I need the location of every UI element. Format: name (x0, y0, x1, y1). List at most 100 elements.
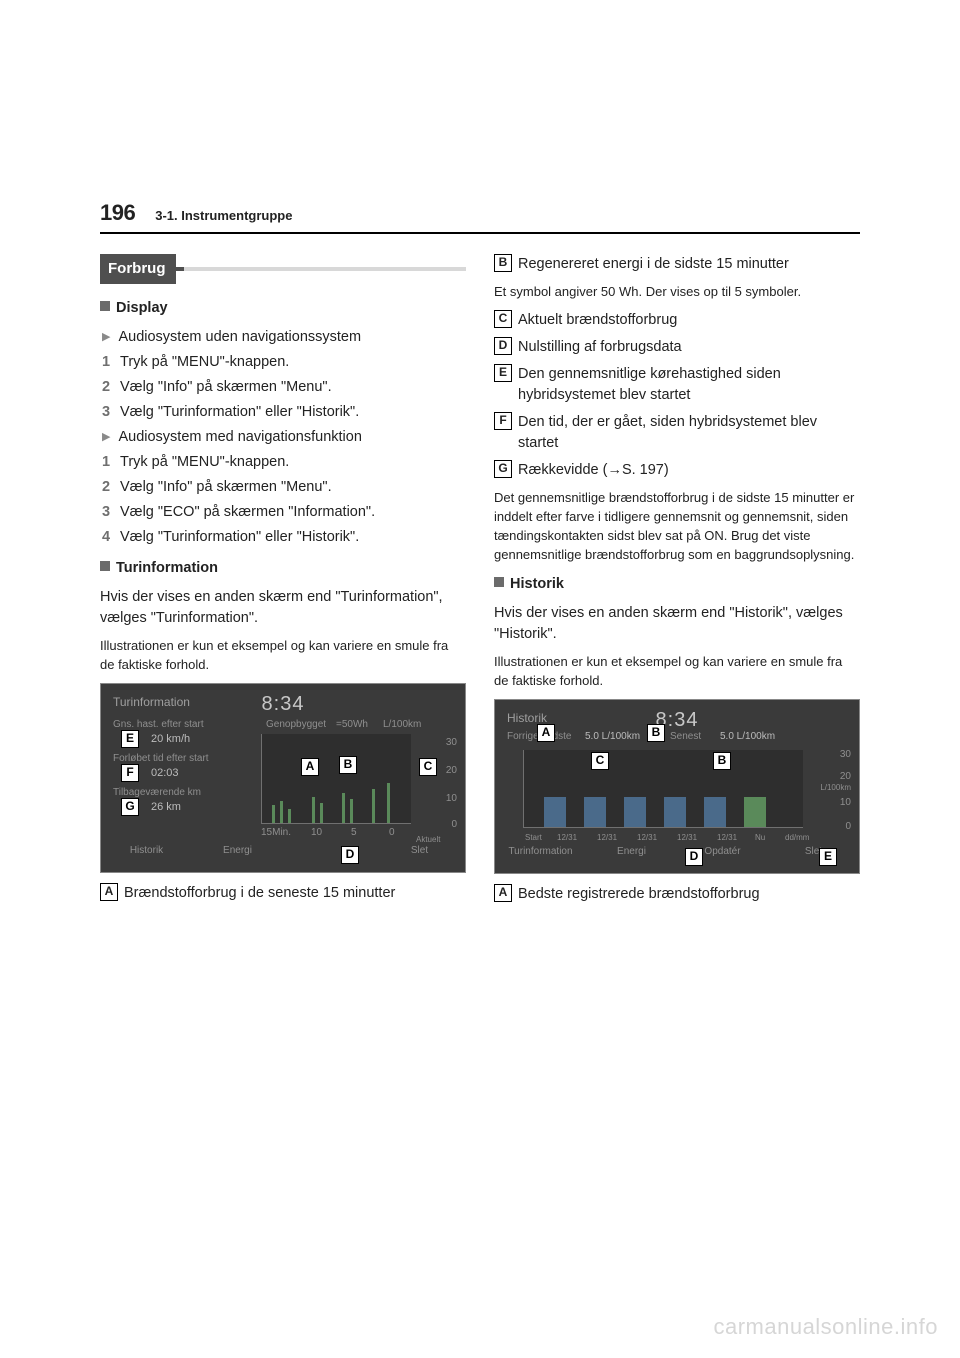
callout-box: A (100, 883, 118, 901)
callout-box: D (494, 337, 512, 355)
watermark: carmanualsonline.info (713, 1314, 938, 1340)
history-screenshot: Historik 8:34 Forrige bedste 5.0 L/100km… (494, 699, 860, 874)
ss-clock: 8:34 (262, 690, 305, 719)
square-icon (494, 577, 504, 587)
bar-chart (261, 734, 411, 824)
subheading-historik: Historik (494, 574, 860, 595)
callout-label: F (121, 764, 139, 782)
triangle-icon: ▶ (102, 330, 110, 348)
callout-item: A Bedste registrerede brændstofforbrug (494, 884, 860, 905)
step-number: 4 (102, 527, 120, 548)
ss-xtick: 0 (389, 826, 395, 841)
note-text: Illustrationen er kun et eksempel og kan… (100, 637, 466, 675)
step-item: 3Vælg "Turinformation" eller "Historik". (102, 402, 466, 423)
step-item: 1Tryk på "MENU"-knappen. (102, 352, 466, 373)
callout-label: B (647, 724, 665, 742)
step-number: 2 (102, 377, 120, 398)
ss-xtick: 12/31 (677, 832, 697, 844)
callout-label: G (121, 798, 139, 816)
callout-text: Den gennemsnitlige kørehastighed siden h… (518, 364, 860, 406)
callout-item: C Aktuelt brændstofforbrug (494, 310, 860, 331)
ss-xtick: 10 (311, 826, 322, 841)
ss-unit: L/100km (820, 782, 851, 794)
note-text: Illustrationen er kun et eksempel og kan… (494, 653, 860, 691)
bar-chart (523, 750, 803, 828)
callout-text: Nulstilling af forbrugsdata (518, 337, 860, 358)
callout-text: Aktuelt brændstofforbrug (518, 310, 860, 331)
section-label: 3-1. Instrumentgruppe (155, 208, 292, 223)
ss-button: Energi (192, 844, 283, 864)
note-text: Det gennemsnitlige brændstofforbrug i de… (494, 489, 860, 564)
callout-box: A (494, 884, 512, 902)
ss-value: 5.0 L/100km (720, 730, 775, 745)
ss-ytick: 30 (446, 736, 457, 751)
ss-ytick: 10 (840, 796, 851, 811)
ss-ytick: 0 (451, 818, 457, 833)
ss-xtick: 15Min. (261, 826, 291, 841)
ss-button: Historik (101, 844, 192, 864)
callout-label: C (419, 758, 437, 776)
paragraph: Hvis der vises en anden skærm end "Turin… (100, 587, 466, 629)
ss-xtick: 12/31 (597, 832, 617, 844)
ss-unit: L/100km (383, 718, 421, 733)
section-bar-tail (176, 267, 467, 271)
page-number: 196 (100, 200, 135, 226)
page-header: 196 3-1. Instrumentgruppe (100, 200, 860, 234)
bullet-item: ▶ Audiosystem uden navigationssystem (102, 327, 466, 348)
ss-bottom-buttons: Historik Energi Slet (101, 844, 465, 864)
ss-value: 20 km/h (151, 732, 190, 748)
ss-button: Turinformation (495, 845, 586, 865)
callout-text: Regenereret energi i de sidste 15 minutt… (518, 254, 860, 275)
ss-label: Senest (670, 730, 701, 745)
manual-page: 196 3-1. Instrumentgruppe Forbrug Displa… (0, 0, 960, 1358)
triangle-icon: ▶ (102, 430, 110, 448)
subheading-display: Display (100, 298, 466, 319)
section-title: Forbrug (100, 254, 176, 284)
step-text: Vælg "Info" på skærmen "Menu". (120, 377, 332, 398)
ss-value: 5.0 L/100km (585, 730, 640, 745)
callout-text: Bedste registrerede brændstofforbrug (518, 884, 860, 905)
ss-xtick: Start (525, 832, 542, 844)
ss-xtick: Nu (755, 832, 765, 844)
step-text: Vælg "Turinformation" eller "Historik". (120, 402, 359, 423)
square-icon (100, 561, 110, 571)
callout-item: D Nulstilling af forbrugsdata (494, 337, 860, 358)
ss-ytick: 20 (446, 764, 457, 779)
ss-value: 26 km (151, 800, 181, 816)
subheading-text: Historik (510, 576, 564, 592)
callout-text: Brændstofforbrug i de seneste 15 minutte… (124, 883, 466, 904)
callout-item: A Brændstofforbrug i de seneste 15 minut… (100, 883, 466, 904)
bullet-item: ▶ Audiosystem med navigationsfunktion (102, 427, 466, 448)
bullet-text: Audiosystem med navigationsfunktion (118, 427, 361, 448)
ss-button: Energi (586, 845, 677, 865)
callout-label: C (591, 752, 609, 770)
ss-ytick: 10 (446, 792, 457, 807)
bullet-text: Audiosystem uden navigationssystem (118, 327, 361, 348)
callout-item: B Regenereret energi i de sidste 15 minu… (494, 254, 860, 275)
ss-button: Slet (768, 845, 859, 865)
callout-label: E (819, 848, 837, 866)
subheading-turinfo: Turinformation (100, 558, 466, 579)
callout-label: E (121, 730, 139, 748)
square-icon (100, 301, 110, 311)
step-text: Vælg "Turinformation" eller "Historik". (120, 527, 359, 548)
callout-label: A (301, 758, 319, 776)
section-bar: Forbrug (100, 254, 466, 284)
ss-xtick: 12/31 (717, 832, 737, 844)
callout-box: F (494, 412, 512, 430)
callout-box: C (494, 310, 512, 328)
ss-xtick: 12/31 (557, 832, 577, 844)
ss-button: Slet (374, 844, 465, 864)
callout-box: G (494, 460, 512, 478)
ss-title: Turinformation (113, 694, 190, 711)
subheading-text: Turinformation (116, 560, 218, 576)
right-column: B Regenereret energi i de sidste 15 minu… (494, 248, 860, 911)
ss-regen-label: Genopbygget (266, 718, 326, 733)
step-item: 1Tryk på "MENU"-knappen. (102, 452, 466, 473)
paragraph: Hvis der vises en anden skærm end "Histo… (494, 603, 860, 645)
ss-xtick: 12/31 (637, 832, 657, 844)
callout-label: A (537, 724, 555, 742)
callout-item: F Den tid, der er gået, siden hybridsyst… (494, 412, 860, 454)
ss-ytick: 30 (840, 748, 851, 763)
trip-info-screenshot: Turinformation 8:34 Gns. hast. efter sta… (100, 683, 466, 873)
